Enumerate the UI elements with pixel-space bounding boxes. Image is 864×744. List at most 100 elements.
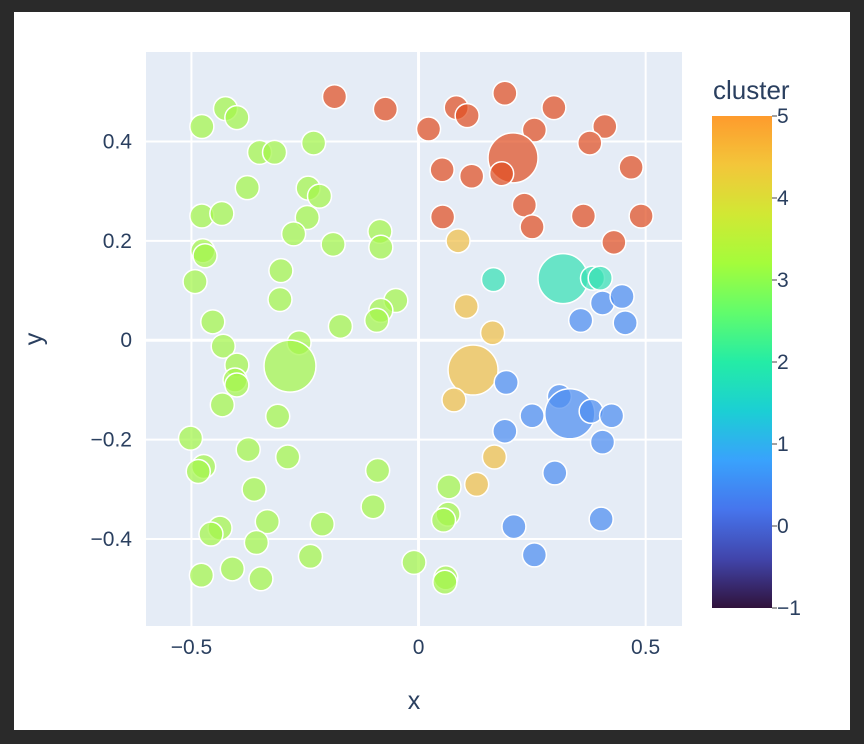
scatter-point[interactable] <box>209 392 236 418</box>
colorbar-gradient <box>712 116 772 608</box>
x-tick-label: 0 <box>413 636 425 659</box>
scatter-point[interactable] <box>445 228 471 254</box>
scatter-point[interactable] <box>493 369 519 396</box>
scatter-point[interactable] <box>360 493 386 520</box>
scatter-point[interactable] <box>209 200 235 227</box>
scatter-point[interactable] <box>364 307 390 334</box>
scatter-point[interactable] <box>521 542 548 568</box>
scatter-point[interactable] <box>224 372 250 398</box>
scatter-point[interactable] <box>628 203 654 229</box>
scatter-point[interactable] <box>177 425 204 451</box>
scatter-point[interactable] <box>234 174 261 201</box>
scatter-point[interactable] <box>192 243 218 269</box>
scatter-point[interactable] <box>364 457 391 484</box>
scatter-point[interactable] <box>577 130 603 156</box>
scatter-point[interactable] <box>185 458 211 485</box>
scatter-point[interactable] <box>268 257 294 284</box>
scatter-point[interactable] <box>492 80 518 106</box>
scatter-point[interactable] <box>224 104 250 131</box>
y-tick-label: −0.4 <box>91 528 133 551</box>
scatter-point[interactable] <box>372 96 399 122</box>
scatter-point[interactable] <box>447 344 499 396</box>
scatter-point[interactable] <box>588 506 614 532</box>
scatter-point[interactable] <box>219 556 246 582</box>
scatter-point[interactable] <box>454 102 480 129</box>
scatter-point[interactable] <box>429 204 456 230</box>
colorbar-ticks: −1 0 1 2 3 4 5 <box>772 105 801 620</box>
scatter-point[interactable] <box>415 116 442 142</box>
colorbar-tick-label: 5 <box>777 105 789 128</box>
scatter-point[interactable] <box>274 444 301 470</box>
scatter-point[interactable] <box>309 511 335 537</box>
scatter-point[interactable] <box>436 474 462 500</box>
scatter-point[interactable] <box>601 229 627 256</box>
scatter-point[interactable] <box>567 307 594 334</box>
scatter-point[interactable] <box>481 444 508 470</box>
scatter-point[interactable] <box>542 460 568 486</box>
scatter-point[interactable] <box>198 521 224 547</box>
scatter-point[interactable] <box>519 214 545 240</box>
scatter-point[interactable] <box>254 508 281 535</box>
scatter-point[interactable] <box>264 403 291 430</box>
scatter-point[interactable] <box>297 543 324 570</box>
scatter-point[interactable] <box>492 418 518 444</box>
scatter-point[interactable] <box>488 161 515 187</box>
scatter-point[interactable] <box>458 163 485 189</box>
scatter-point[interactable] <box>200 309 226 335</box>
scatter-point[interactable] <box>570 203 597 229</box>
scatter-point[interactable] <box>511 192 538 218</box>
scatter-point[interactable] <box>479 320 506 346</box>
scatter-point[interactable] <box>430 507 457 533</box>
scatter-point[interactable] <box>519 403 545 429</box>
scatter-point[interactable] <box>401 549 427 576</box>
colorbar: cluster −1 0 1 2 3 4 5 <box>712 75 801 620</box>
scatter-point[interactable] <box>327 313 354 340</box>
scatter-point[interactable] <box>320 231 346 258</box>
scatter-point[interactable] <box>598 403 625 429</box>
scatter-point[interactable] <box>267 286 293 313</box>
scatter-point[interactable] <box>321 83 348 110</box>
scatter-point[interactable] <box>235 436 261 463</box>
scatter-point[interactable] <box>501 513 527 540</box>
y-axis-title: y <box>20 332 48 345</box>
scatter-point[interactable] <box>429 157 455 183</box>
scatter-point[interactable] <box>432 569 458 596</box>
scatter-point[interactable] <box>618 154 644 181</box>
scatter-point[interactable] <box>480 266 507 293</box>
axis-ticks: −0.5 0 0.5 −0.4 −0.2 0 0.2 0.4 <box>91 130 661 659</box>
scatter-point[interactable] <box>612 310 638 336</box>
colorbar-tick-label: −1 <box>777 597 801 620</box>
scatter-point[interactable] <box>592 113 618 140</box>
colorbar-tick-label: 4 <box>777 187 789 210</box>
y-tick-label: 0.4 <box>103 130 133 153</box>
scatter-point[interactable] <box>182 268 208 295</box>
x-tick-label: −0.5 <box>171 636 212 659</box>
scatter-point[interactable] <box>189 113 215 140</box>
x-tick-label: 0.5 <box>631 636 660 659</box>
colorbar-tick-label: 0 <box>777 515 789 538</box>
scatter-point[interactable] <box>521 117 548 143</box>
colorbar-title: cluster <box>713 75 790 105</box>
scatter-point[interactable] <box>441 387 467 413</box>
scatter-point[interactable] <box>280 221 307 247</box>
scatter-point[interactable] <box>241 476 267 503</box>
scatter-point[interactable] <box>210 333 236 359</box>
scatter-point[interactable] <box>463 471 490 498</box>
scatter-point[interactable] <box>306 183 333 209</box>
scatter-point[interactable] <box>294 204 321 231</box>
scatter-point[interactable] <box>453 293 479 320</box>
scatter-point[interactable] <box>541 94 567 121</box>
colorbar-tick-label: 3 <box>777 269 789 292</box>
scatter-point[interactable] <box>263 339 317 393</box>
scatter-point[interactable] <box>248 566 274 592</box>
colorbar-tick-label: 2 <box>777 351 789 374</box>
scatter-point[interactable] <box>300 130 327 156</box>
scatter-point[interactable] <box>609 283 635 310</box>
scatter-point[interactable] <box>587 265 613 291</box>
scatter-point[interactable] <box>589 429 616 455</box>
scatter-point[interactable] <box>188 562 215 589</box>
scatter-point[interactable] <box>261 139 288 166</box>
scatter-point[interactable] <box>243 529 270 556</box>
scatter-point[interactable] <box>368 234 394 261</box>
y-tick-label: 0.2 <box>103 230 132 253</box>
